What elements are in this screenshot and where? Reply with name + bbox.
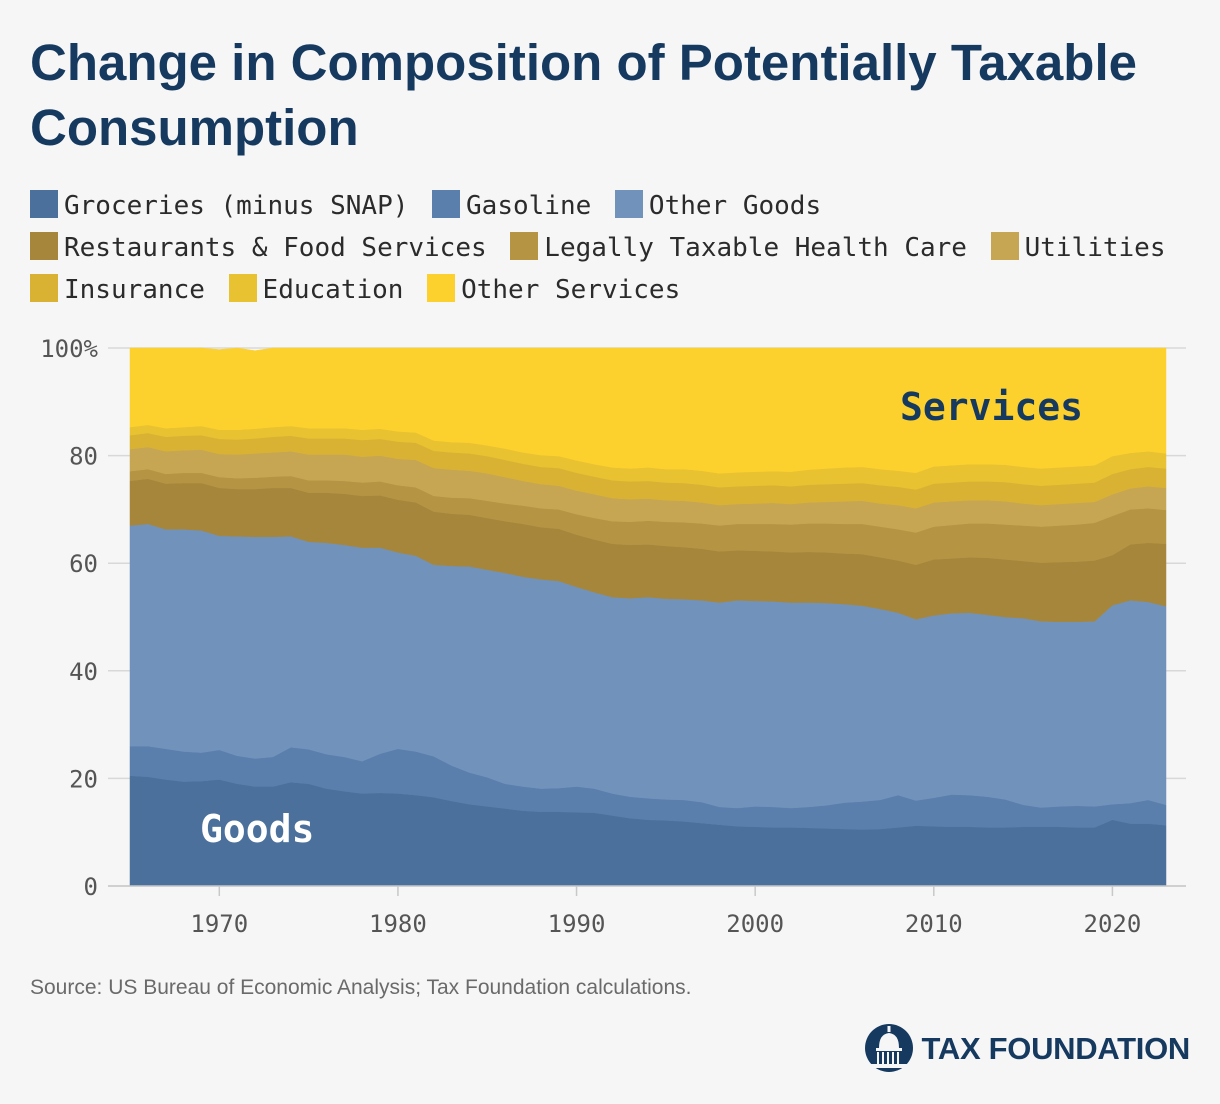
legend-item: Other Goods xyxy=(614,185,822,227)
y-tick-label: 40 xyxy=(69,658,98,686)
legend-swatch xyxy=(510,232,539,260)
legend-swatch xyxy=(614,190,643,218)
legend-item: Other Services xyxy=(427,269,680,311)
legend-item: Education xyxy=(228,269,404,311)
legend-label: Other Services xyxy=(461,275,681,305)
legend-label: Gasoline xyxy=(466,191,592,221)
services-annotation: Services xyxy=(900,385,1083,429)
x-tick-label: 2000 xyxy=(726,910,784,938)
y-tick-label: 60 xyxy=(69,550,98,578)
source-note: Source: US Bureau of Economic Analysis; … xyxy=(30,976,692,999)
legend-swatch xyxy=(30,190,58,218)
chart-legend: Groceries (minus SNAP) Gasoline Other Go… xyxy=(30,185,1200,311)
y-tick-label: 0 xyxy=(84,873,98,901)
legend-item: Insurance xyxy=(30,269,205,311)
legend-item: Legally Taxable Health Care xyxy=(510,227,967,269)
area-chart: 0 20 40 60 80 100% 1970 1980 1990 2000 2010 2020 Goo… xyxy=(40,335,1186,938)
legend-item: Gasoline xyxy=(432,185,591,227)
legend-label: Utilities xyxy=(1024,233,1166,263)
legend-label: Insurance xyxy=(64,275,205,305)
legend-item: Utilities xyxy=(990,227,1166,269)
legend-label: Restaurants & Food Services xyxy=(64,233,487,263)
legend-label: Education xyxy=(262,275,404,305)
y-tick-label: 80 xyxy=(69,443,98,471)
legend-swatch xyxy=(432,190,461,218)
legend-swatch xyxy=(30,274,58,302)
area-series-8 xyxy=(129,347,1167,474)
legend-swatch xyxy=(427,274,456,302)
brand-name: TAX FOUNDATION xyxy=(921,1031,1191,1066)
x-tick-label: 1980 xyxy=(369,910,427,938)
x-tick-label: 2010 xyxy=(905,910,963,938)
legend-swatch xyxy=(30,232,58,260)
legend-label: Groceries (minus SNAP) xyxy=(64,191,409,221)
legend-swatch xyxy=(990,232,1019,260)
x-tick-label: 2020 xyxy=(1084,910,1142,938)
y-tick-label: 100% xyxy=(40,335,98,363)
legend-label: Legally Taxable Health Care xyxy=(544,233,967,263)
legend-swatch xyxy=(228,274,257,302)
chart-title: Change in Composition of Potentially Tax… xyxy=(30,34,1137,156)
y-tick-label: 20 xyxy=(69,765,98,793)
capitol-dome-icon xyxy=(864,1024,913,1072)
legend-item: Groceries (minus SNAP) xyxy=(30,185,408,227)
goods-annotation: Goods xyxy=(200,807,314,851)
x-tick-label: 1990 xyxy=(548,910,606,938)
brand-logo: TAX FOUNDATION xyxy=(864,1022,1190,1076)
legend-label: Other Goods xyxy=(648,191,822,221)
legend-item: Restaurants & Food Services xyxy=(30,227,487,269)
x-tick-label: 1970 xyxy=(190,910,248,938)
